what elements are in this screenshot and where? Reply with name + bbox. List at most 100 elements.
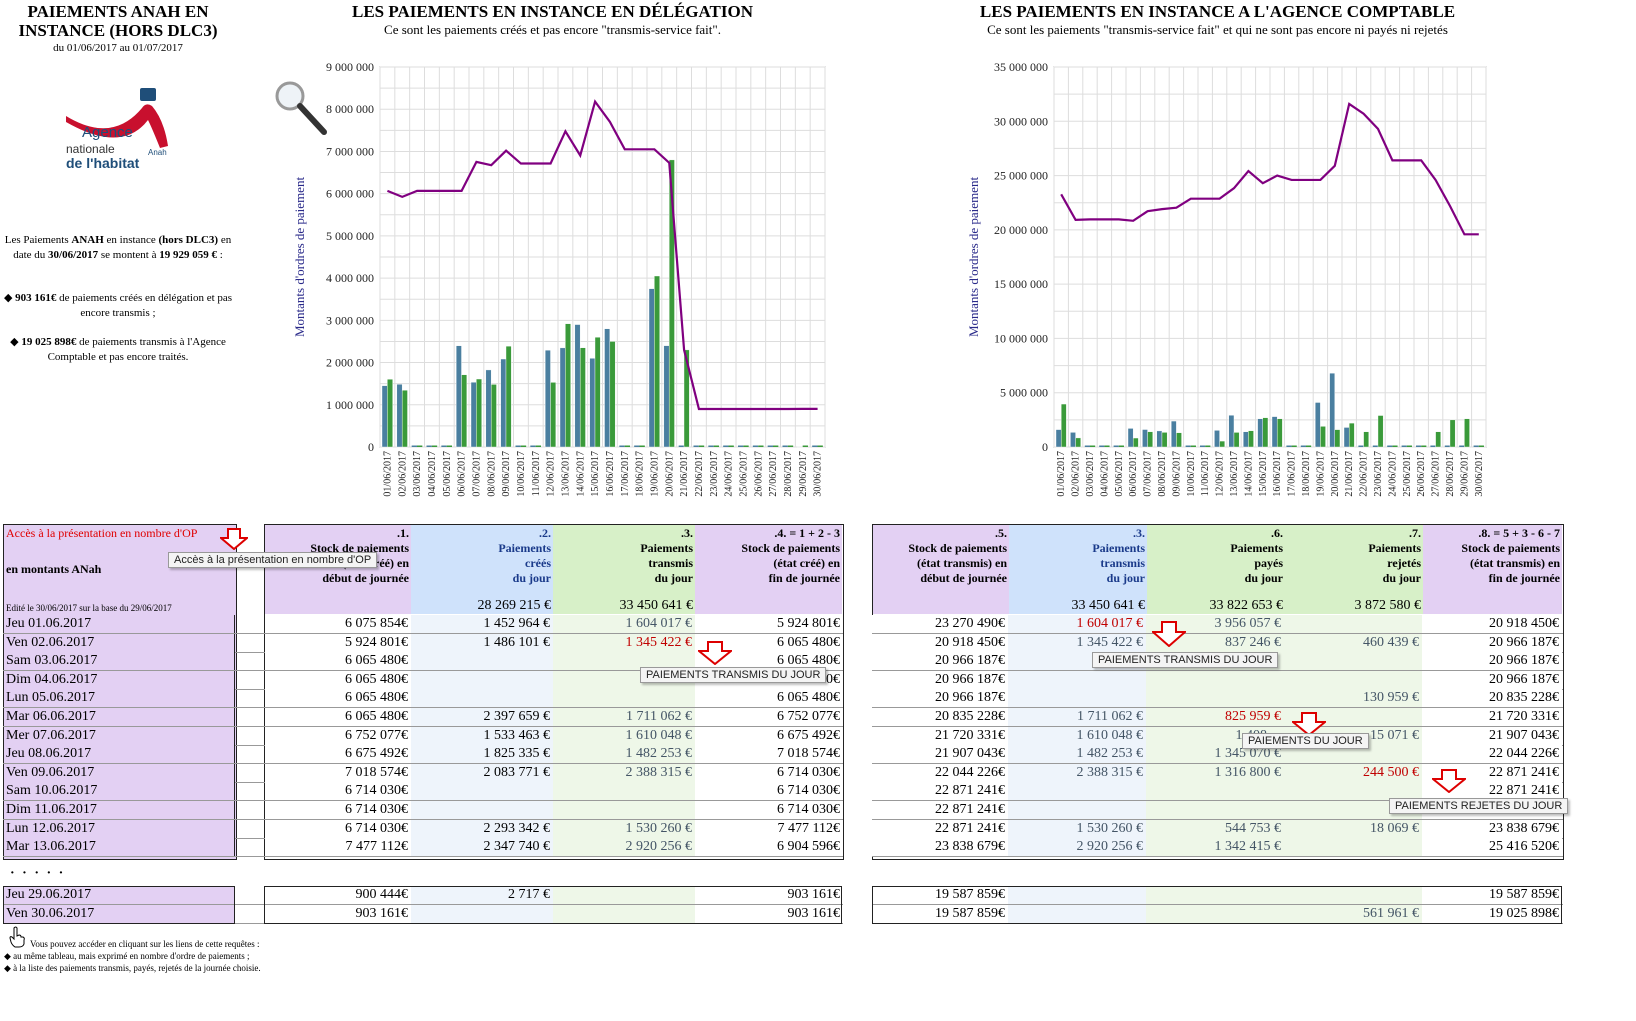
cell-transmitted[interactable]: 1 610 048 € bbox=[1008, 726, 1146, 745]
cell-paid[interactable]: 837 246 € bbox=[1146, 633, 1284, 652]
cell-rejected[interactable] bbox=[1284, 782, 1422, 801]
cell-rejected[interactable] bbox=[1284, 670, 1422, 689]
table-row[interactable]: Dim 11.06.2017 6 714 030€ 6 714 030€ bbox=[3, 801, 843, 820]
table-row[interactable]: Ven 09.06.2017 7 018 574€ 2 083 771 €2 388… bbox=[3, 763, 843, 783]
cell-stock-start: 20 918 450€ bbox=[872, 633, 1008, 652]
table-row[interactable]: 20 918 450€ 1 345 422 €837 246 €460 439 €… bbox=[872, 633, 1563, 653]
cell-rejected[interactable] bbox=[1284, 615, 1422, 633]
cell-transmitted[interactable] bbox=[553, 801, 695, 819]
cell-rejected[interactable]: 561 961 € bbox=[1284, 905, 1422, 923]
cell-transmitted[interactable] bbox=[1008, 801, 1146, 819]
cell-paid[interactable]: 1 316 800 € bbox=[1146, 763, 1284, 782]
bar bbox=[817, 445, 823, 447]
table-row[interactable]: Mer 07.06.2017 6 752 077€ 1 533 463 €1 610… bbox=[3, 726, 843, 746]
cell-transmitted[interactable]: 1 530 260 € bbox=[1008, 819, 1146, 838]
table-row[interactable]: 22 871 241€ 1 530 260 €544 753 €18 069 €2… bbox=[872, 819, 1563, 839]
cell-paid[interactable] bbox=[1146, 689, 1284, 708]
x-tick-label: 18/06/2017 bbox=[1301, 451, 1312, 497]
cell-transmitted[interactable]: 1 482 253 € bbox=[1008, 745, 1146, 764]
x-tick-label: 16/06/2017 bbox=[1272, 451, 1283, 497]
table-row[interactable]: Jeu 29.06.2017 900 444€ 2 717 € 903 161€ bbox=[3, 886, 843, 905]
cell-transmitted[interactable] bbox=[553, 905, 695, 923]
table-row[interactable]: 21 720 331€1 610 048 €1 408 ...15 071 €2… bbox=[872, 726, 1563, 746]
table-row[interactable]: Sam 03.06.2017 6 065 480€ 6 065 480€ bbox=[3, 652, 843, 672]
cell-transmitted[interactable] bbox=[553, 886, 695, 904]
cell-transmitted[interactable]: 2 388 315 € bbox=[553, 763, 695, 782]
arrow-down-icon bbox=[1290, 712, 1328, 741]
cell-rejected[interactable] bbox=[1284, 838, 1422, 857]
bar bbox=[1271, 416, 1278, 448]
cell-transmitted[interactable] bbox=[553, 689, 695, 708]
cell-paid[interactable] bbox=[1146, 905, 1284, 923]
table-row[interactable]: 19 587 859€ 19 587 859€ bbox=[872, 886, 1563, 905]
cell-transmitted[interactable]: 2 388 315 € bbox=[1008, 763, 1146, 782]
table-row[interactable]: 19 587 859€ 561 961 €19 025 898€ bbox=[872, 905, 1563, 924]
cell-transmitted[interactable]: 1 345 422 € bbox=[553, 633, 695, 652]
cell-transmitted[interactable] bbox=[1008, 670, 1146, 689]
cell-transmitted[interactable]: 1 604 017 € bbox=[553, 615, 695, 633]
col4-header-bg bbox=[695, 525, 842, 614]
bar bbox=[565, 323, 571, 448]
cell-rejected[interactable]: 244 500 € bbox=[1284, 763, 1422, 782]
magnifier-icon[interactable] bbox=[272, 78, 332, 138]
table-row[interactable]: Lun 05.06.2017 6 065 480€ 6 065 480€ bbox=[3, 689, 843, 709]
cell-paid[interactable]: 544 753 € bbox=[1146, 819, 1284, 838]
cell-created: 2 397 659 € bbox=[411, 708, 553, 726]
cell-transmitted[interactable]: 1 604 017 € bbox=[1008, 615, 1146, 633]
bar bbox=[1113, 445, 1119, 447]
cell-rejected[interactable]: 18 069 € bbox=[1284, 819, 1422, 838]
bar bbox=[1075, 437, 1081, 448]
cell-transmitted[interactable] bbox=[1008, 886, 1146, 904]
cell-paid[interactable] bbox=[1146, 670, 1284, 689]
table-row[interactable]: Jeu 01.06.2017 6 075 854€ 1 452 964 €1 604… bbox=[3, 615, 843, 634]
x-tick-label: 25/06/2017 bbox=[1402, 451, 1413, 497]
cell-paid[interactable] bbox=[1146, 801, 1284, 819]
x-tick-label: 17/06/2017 bbox=[620, 451, 631, 497]
table-row[interactable]: Jeu 08.06.2017 6 675 492€ 1 825 335 €1 482… bbox=[3, 745, 843, 765]
table-row[interactable]: Mar 06.06.2017 6 065 480€ 2 397 659 €1 711… bbox=[3, 708, 843, 727]
cell-paid[interactable]: 1 342 415 € bbox=[1146, 838, 1284, 857]
table-row[interactable]: Ven 02.06.2017 5 924 801€ 1 486 101 €1 345… bbox=[3, 633, 843, 653]
y-tick-label: 25 000 000 bbox=[994, 169, 1048, 183]
table-row[interactable]: 20 835 228€ 1 711 062 €825 959 € 21 720 33… bbox=[872, 708, 1563, 727]
cell-transmitted[interactable]: 1 711 062 € bbox=[1008, 708, 1146, 726]
table-row[interactable]: 22 871 241€ 22 871 241€ bbox=[872, 782, 1563, 802]
cell-paid[interactable]: 3 956 057 € bbox=[1146, 615, 1284, 633]
cell-transmitted[interactable]: 2 920 256 € bbox=[1008, 838, 1146, 857]
cell-transmitted[interactable] bbox=[1008, 689, 1146, 708]
cell-rejected[interactable] bbox=[1284, 745, 1422, 764]
table-row[interactable]: Lun 12.06.2017 6 714 030€ 2 293 342 €1 530… bbox=[3, 819, 843, 839]
cell-rejected[interactable]: 460 439 € bbox=[1284, 633, 1422, 652]
table-row[interactable]: 22 044 226€ 2 388 315 €1 316 800 €244 500… bbox=[872, 763, 1563, 783]
cell-transmitted[interactable]: 1 482 253 € bbox=[553, 745, 695, 764]
table-row[interactable]: 23 270 490€ 1 604 017 €3 956 057 € 20 918 … bbox=[872, 615, 1563, 634]
cell-transmitted[interactable]: 1 345 422 € bbox=[1008, 633, 1146, 652]
cell-stock-end: 6 752 077€ bbox=[695, 708, 843, 726]
op-count-link[interactable]: Accès à la présentation en nombre d'OP bbox=[6, 526, 198, 540]
table-row[interactable]: 20 966 187€ 20 966 187€ bbox=[872, 670, 1563, 690]
bar bbox=[515, 445, 521, 447]
cell-transmitted[interactable] bbox=[553, 782, 695, 801]
table-row[interactable]: 21 907 043€ 1 482 253 €1 345 070 € 22 044 … bbox=[872, 745, 1563, 765]
cell-paid[interactable] bbox=[1146, 782, 1284, 801]
cell-rejected[interactable] bbox=[1284, 886, 1422, 904]
cell-transmitted[interactable]: 2 920 256 € bbox=[553, 838, 695, 857]
table-row[interactable]: Mar 13.06.2017 7 477 112€ 2 347 740 €2 920… bbox=[3, 838, 843, 858]
cell-stock-start: 6 075 854€ bbox=[265, 615, 411, 633]
table-row[interactable]: Sam 10.06.2017 6 714 030€ 6 714 030€ bbox=[3, 782, 843, 802]
cell-paid[interactable] bbox=[1146, 886, 1284, 904]
cell-transmitted[interactable]: 1 530 260 € bbox=[553, 819, 695, 838]
cell-transmitted[interactable] bbox=[553, 652, 695, 671]
cell-rejected[interactable] bbox=[1284, 801, 1422, 819]
cell-rejected[interactable] bbox=[1284, 652, 1422, 671]
table-row[interactable]: 23 838 679€ 2 920 256 €1 342 415 € 25 416 … bbox=[872, 838, 1563, 858]
cell-transmitted[interactable] bbox=[1008, 782, 1146, 801]
cell-paid[interactable]: 825 959 € bbox=[1146, 708, 1284, 726]
cell-transmitted[interactable] bbox=[1008, 905, 1146, 923]
cell-transmitted[interactable]: 1 610 048 € bbox=[553, 726, 695, 745]
cell-transmitted[interactable]: 1 711 062 € bbox=[553, 708, 695, 726]
cell-paid[interactable]: 1 345 070 € bbox=[1146, 745, 1284, 764]
table-row[interactable]: Ven 30.06.2017 903 161€ 903 161€ bbox=[3, 905, 843, 924]
table-row[interactable]: 20 966 187€ 130 959 €20 835 228€ bbox=[872, 689, 1563, 709]
cell-rejected[interactable]: 130 959 € bbox=[1284, 689, 1422, 708]
